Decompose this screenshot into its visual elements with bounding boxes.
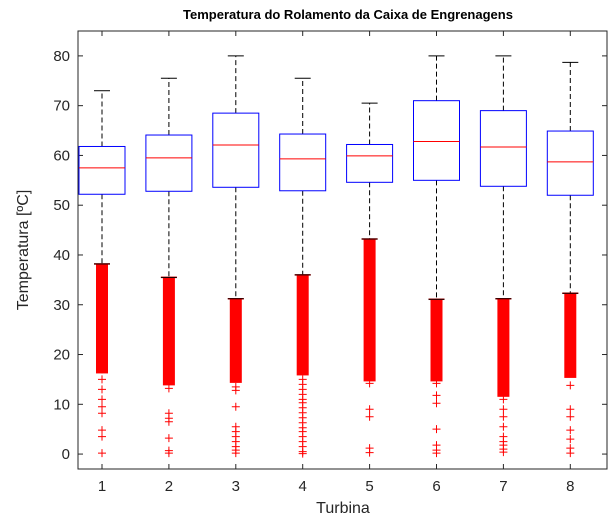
outlier-point xyxy=(566,426,575,435)
box-turbina-6 xyxy=(413,55,460,458)
outlier-point xyxy=(98,409,106,418)
outlier-point xyxy=(231,386,240,395)
outlier-point xyxy=(164,417,173,426)
box-turbina-1 xyxy=(78,90,126,458)
x-tick-label: 1 xyxy=(98,478,106,495)
outlier-band xyxy=(162,277,175,386)
outlier-point xyxy=(164,449,173,458)
y-axis-label: Temperatura [ºC] xyxy=(15,190,32,311)
iqr-box xyxy=(279,133,327,192)
outlier-point xyxy=(566,412,575,421)
x-axis: 1 2 3 4 5 6 7 8 xyxy=(98,31,574,495)
outlier-point xyxy=(566,449,575,458)
y-tick-label: 10 xyxy=(53,396,70,413)
box-turbina-3 xyxy=(212,55,260,458)
iqr-box xyxy=(479,110,527,187)
outlier-point xyxy=(365,379,374,388)
x-axis-label: Turbina xyxy=(316,500,370,517)
chart-title: Temperatura do Rolamento da Caixa de Eng… xyxy=(183,7,513,22)
x-tick-label: 4 xyxy=(299,478,307,495)
outlier-band xyxy=(497,298,510,397)
box-turbina-2 xyxy=(145,77,193,458)
box-turbina-7 xyxy=(479,55,527,457)
outlier-point xyxy=(499,412,508,421)
iqr-box xyxy=(212,112,260,188)
y-tick-label: 20 xyxy=(53,347,70,364)
x-tick-label: 7 xyxy=(499,478,507,495)
outlier-point xyxy=(365,405,374,414)
outlier-point xyxy=(365,448,374,457)
outlier-point xyxy=(432,391,441,400)
outlier-point xyxy=(432,425,441,434)
outlier-band xyxy=(229,298,242,383)
outlier-band xyxy=(430,299,443,382)
y-tick-label: 40 xyxy=(53,247,70,264)
y-tick-label: 50 xyxy=(53,197,70,214)
outlier-point xyxy=(98,432,106,441)
box-turbina-4 xyxy=(279,77,327,458)
box-turbina-8 xyxy=(546,61,594,458)
outlier-point xyxy=(231,402,240,411)
outlier-point xyxy=(98,365,106,374)
iqr-box xyxy=(145,134,193,192)
y-tick-label: 70 xyxy=(53,98,70,115)
outlier-point xyxy=(298,449,307,458)
iqr-box xyxy=(78,145,126,195)
y-tick-label: 30 xyxy=(53,297,70,314)
outlier-point xyxy=(98,449,106,458)
outlier-band xyxy=(363,239,376,382)
boxes-layer xyxy=(78,55,594,458)
outlier-point xyxy=(98,385,106,394)
x-tick-label: 2 xyxy=(165,478,173,495)
outlier-point xyxy=(365,412,374,421)
outlier-point xyxy=(499,422,508,431)
outlier-point xyxy=(98,305,106,314)
outlier-point xyxy=(98,375,106,384)
plot-area xyxy=(77,30,608,470)
outlier-point xyxy=(432,399,441,408)
outlier-point xyxy=(231,449,240,458)
outlier-band xyxy=(96,263,108,374)
iqr-box xyxy=(413,100,460,181)
x-tick-label: 5 xyxy=(365,478,373,495)
outlier-point xyxy=(499,405,508,414)
outlier-point xyxy=(164,434,173,443)
outlier-point xyxy=(98,357,106,366)
iqr-box xyxy=(546,130,594,196)
box-turbina-5 xyxy=(346,102,394,457)
outlier-point xyxy=(566,405,575,414)
y-tick-label: 0 xyxy=(62,446,70,463)
iqr-box xyxy=(346,143,394,183)
outlier-point xyxy=(566,381,575,390)
x-tick-label: 8 xyxy=(566,478,574,495)
outlier-band xyxy=(296,274,309,376)
outlier-point xyxy=(566,435,575,444)
y-tick-label: 60 xyxy=(53,147,70,164)
y-axis: 0 10 20 30 40 50 60 70 80 xyxy=(53,48,607,463)
outlier-point xyxy=(499,448,508,457)
x-tick-label: 6 xyxy=(432,478,440,495)
outlier-point xyxy=(432,379,441,388)
outlier-point xyxy=(98,395,106,404)
y-tick-label: 80 xyxy=(53,48,70,65)
outlier-point xyxy=(164,384,173,393)
outlier-band xyxy=(564,293,577,378)
x-tick-label: 3 xyxy=(232,478,240,495)
outlier-point xyxy=(432,449,441,458)
outlier-point xyxy=(499,395,508,404)
